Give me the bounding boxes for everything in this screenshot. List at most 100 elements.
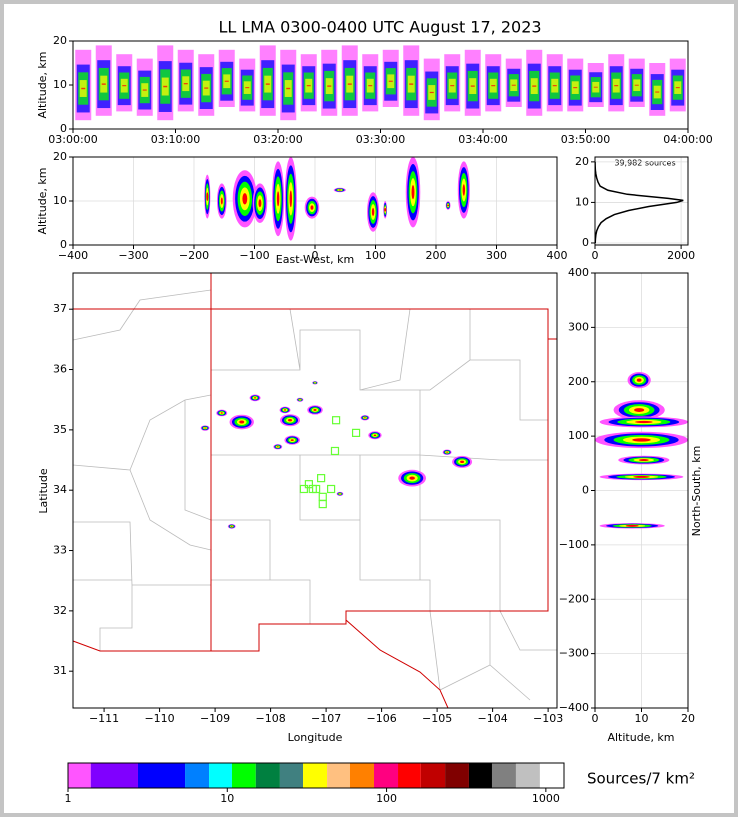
- plot-area: [204, 157, 470, 241]
- density-cluster: [242, 193, 248, 205]
- density-cluster: [230, 525, 233, 527]
- source-column: [634, 84, 639, 86]
- source-column: [388, 80, 393, 82]
- colorbar-bin: [420, 763, 446, 788]
- station: [317, 474, 326, 483]
- colorbar-bin: [468, 763, 492, 788]
- density-cluster: [411, 185, 415, 200]
- x-tick-label: 03:10:00: [151, 133, 200, 146]
- density-cluster: [409, 476, 415, 480]
- y-tick-label: 200: [568, 375, 589, 388]
- density-cluster: [290, 439, 294, 442]
- axes-frame: [67, 762, 565, 789]
- station: [318, 492, 327, 501]
- colorbar-bin: [185, 763, 210, 788]
- source-column: [224, 80, 229, 82]
- source-column: [429, 91, 434, 94]
- y-tick-label: 36: [53, 363, 67, 376]
- y-tick-label: −100: [559, 538, 589, 551]
- axes-frame: [72, 272, 558, 709]
- station: [351, 428, 361, 437]
- source-column: [101, 83, 106, 85]
- density-cluster: [253, 397, 257, 399]
- density-cluster: [276, 191, 280, 207]
- source-column: [306, 85, 311, 87]
- y-tick-label: 0: [60, 238, 67, 251]
- source-column: [450, 85, 455, 87]
- density-cluster: [220, 412, 223, 414]
- colorbar-bin: [90, 763, 138, 788]
- density-cluster: [447, 204, 450, 207]
- x-tick-label: 300: [486, 249, 507, 262]
- axes-frame: [72, 156, 558, 246]
- title: LL LMA 0300-0400 UTC August 17, 2023: [218, 18, 541, 37]
- x-tick-label: 10: [635, 712, 649, 725]
- colorbar-bin: [137, 763, 186, 788]
- plot-area: [75, 45, 686, 121]
- x-tick-label: −109: [200, 712, 230, 725]
- density-cluster: [220, 197, 223, 205]
- density-cluster: [204, 427, 206, 429]
- y-tick-label: 33: [53, 544, 67, 557]
- x-tick-label: 0: [312, 249, 319, 262]
- x-tick-label: 100: [365, 249, 386, 262]
- x-tick-label: −105: [422, 712, 452, 725]
- source-column: [245, 87, 250, 89]
- map-background: [72, 273, 557, 709]
- axis-label: Altitude, km: [36, 51, 49, 118]
- colorbar-bin: [68, 763, 91, 788]
- station: [330, 446, 340, 456]
- source-column: [614, 85, 619, 87]
- station: [331, 416, 341, 425]
- density-cluster: [634, 420, 653, 424]
- source-column: [286, 87, 291, 90]
- source-column: [532, 85, 537, 87]
- source-column: [655, 91, 660, 93]
- colorbar-bin: [445, 763, 469, 788]
- y-tick-label: 10: [53, 194, 67, 207]
- colorbar-bin: [255, 763, 280, 788]
- y-tick-label: −300: [559, 647, 589, 660]
- density-cluster: [239, 420, 245, 424]
- y-tick-label: 100: [568, 429, 589, 442]
- source-column: [409, 83, 414, 85]
- plot-area: [68, 763, 564, 788]
- frame: [4, 4, 734, 813]
- colorbar-bin: [349, 763, 375, 788]
- x-tick-label: −110: [144, 712, 174, 725]
- density-cluster: [314, 382, 316, 384]
- axes-frame: [72, 40, 689, 130]
- x-tick-label: −103: [533, 712, 563, 725]
- x-tick-label: 03:50:00: [561, 133, 610, 146]
- y-tick-label: 400: [568, 266, 589, 279]
- x-tick-label: 03:20:00: [253, 133, 302, 146]
- axes-frame: [594, 156, 689, 246]
- colorbar-bin: [374, 763, 399, 788]
- x-tick-label: 0: [592, 712, 599, 725]
- density-cluster: [310, 205, 314, 210]
- axis-label: North-South, km: [690, 446, 703, 537]
- source-column: [593, 86, 598, 88]
- colorbar-bin: [539, 763, 564, 788]
- altitude-histogram: [595, 161, 684, 244]
- station: [326, 484, 336, 494]
- density-cluster: [313, 409, 317, 411]
- x-tick-label: 400: [547, 249, 568, 262]
- x-tick-label: −400: [58, 249, 88, 262]
- plot-area: [200, 381, 473, 529]
- source-column: [183, 83, 188, 85]
- density-cluster: [206, 192, 209, 202]
- x-tick-label: −104: [478, 712, 508, 725]
- y-tick-label: 0: [582, 484, 589, 497]
- x-tick-label: −107: [311, 712, 341, 725]
- source-column: [368, 85, 373, 87]
- source-column: [265, 83, 270, 85]
- y-tick-label: 35: [53, 423, 67, 436]
- plot-area: [595, 371, 688, 529]
- y-tick-label: 20: [53, 150, 67, 163]
- y-tick-label: 32: [53, 604, 67, 617]
- station: [308, 484, 317, 494]
- axis-label: Altitude, km: [607, 731, 674, 744]
- density-cluster: [373, 434, 377, 437]
